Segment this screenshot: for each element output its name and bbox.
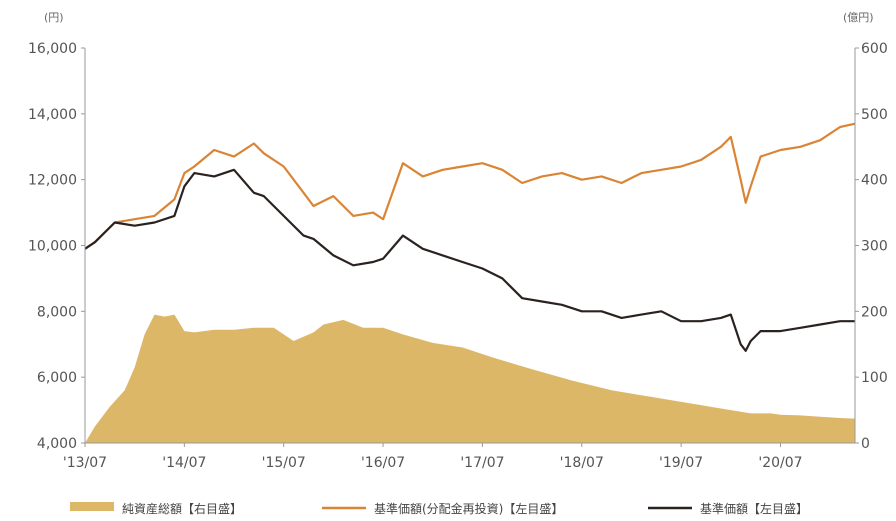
legend: 純資産総額【右目盛】 基準価額(分配金再投資)【左目盛】 基準価額【左目盛】: [70, 501, 808, 516]
x-tick-label: '14/07: [162, 455, 206, 471]
left-tick-label: 10,000: [28, 239, 77, 255]
price-lines-layer: [84, 122, 856, 352]
x-tick-label: '16/07: [361, 455, 405, 471]
legend-label-0: 純資産総額【右目盛】: [122, 501, 242, 516]
left-tick-label: 12,000: [28, 173, 77, 189]
legend-label-2: 基準価額【左目盛】: [700, 501, 808, 516]
legend-swatch-0: [70, 502, 114, 511]
right-tick-label: 200: [861, 304, 888, 320]
right-tick-label: 100: [861, 370, 888, 386]
legend-label-1: 基準価額(分配金再投資)【左目盛】: [374, 501, 563, 516]
left-tick-label: 16,000: [28, 41, 77, 57]
right-axis-unit: (億円): [843, 11, 874, 24]
right-tick-label: 300: [861, 239, 888, 255]
right-tick-label: 500: [861, 107, 888, 123]
right-tick-label: 400: [861, 173, 888, 189]
series-line-2: [84, 168, 855, 352]
x-tick-label: '20/07: [758, 455, 802, 471]
x-tick-label: '13/07: [63, 455, 107, 471]
left-axis-unit: (円): [44, 11, 64, 24]
right-tick-label: 600: [861, 41, 888, 57]
left-tick-label: 14,000: [28, 107, 77, 123]
net-assets-area-layer: [85, 314, 855, 443]
left-tick-label: 6,000: [37, 370, 77, 386]
left-tick-label: 8,000: [37, 304, 77, 320]
x-tick-label: '19/07: [659, 455, 703, 471]
x-tick-label: '17/07: [460, 455, 504, 471]
left-tick-label: 4,000: [37, 436, 77, 452]
right-tick-label: 0: [861, 436, 870, 452]
series-area-0: [85, 314, 855, 443]
axes-layer: 4,000 6,000 8,000 10,000 12,000 14,000 16,000 (…: [28, 11, 888, 471]
x-tick-label: '15/07: [262, 455, 306, 471]
series-line-1: [84, 122, 856, 250]
x-tick-label: '18/07: [560, 455, 604, 471]
